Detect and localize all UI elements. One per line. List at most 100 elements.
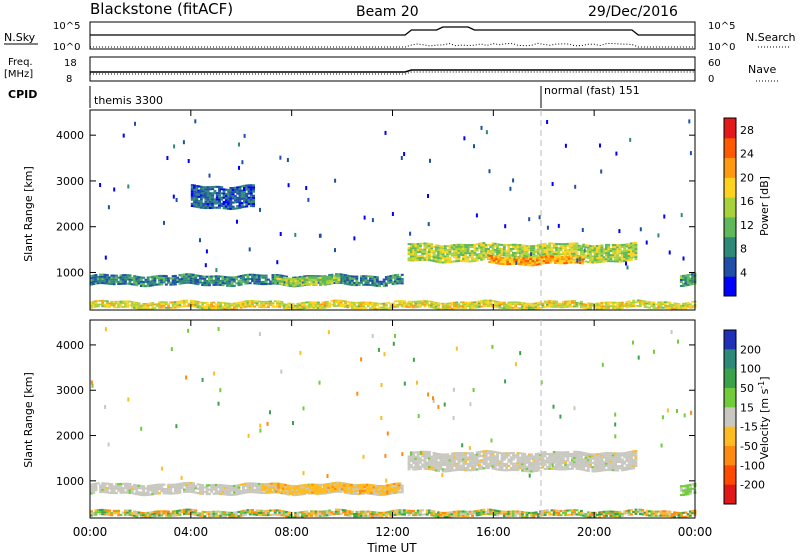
heatmap-cell bbox=[190, 202, 194, 205]
heatmap-cell bbox=[356, 490, 360, 493]
heatmap-cell bbox=[482, 467, 486, 470]
heatmap-cell bbox=[273, 300, 277, 303]
heatmap-cell bbox=[548, 300, 552, 302]
heatmap-cell bbox=[471, 460, 474, 463]
heatmap-cell bbox=[536, 303, 540, 306]
heatmap-cell bbox=[245, 194, 249, 197]
heatmap-cell bbox=[223, 304, 227, 306]
heatmap-cell bbox=[437, 465, 440, 468]
heatmap-cell bbox=[605, 258, 608, 261]
heatmap-cell bbox=[541, 451, 545, 454]
heatmap-cell bbox=[206, 200, 210, 203]
heatmap-cell bbox=[575, 457, 579, 460]
heatmap-cell bbox=[480, 248, 484, 251]
heatmap-cell bbox=[564, 253, 568, 256]
heatmap-cell bbox=[518, 465, 522, 468]
heatmap-cell bbox=[185, 277, 189, 280]
heatmap-cell bbox=[378, 282, 381, 285]
heatmap-cell bbox=[593, 455, 597, 458]
heatmap-cell bbox=[294, 278, 298, 281]
heatmap-cell bbox=[242, 278, 245, 281]
heatmap-cell bbox=[310, 275, 313, 278]
heatmap-cell bbox=[423, 258, 427, 261]
heatmap-cell bbox=[586, 455, 590, 458]
heatmap-cell bbox=[688, 273, 692, 276]
heatmap-cell bbox=[453, 301, 456, 304]
heatmap-cell bbox=[232, 308, 236, 310]
heatmap-cell bbox=[473, 460, 477, 463]
heatmap-cell bbox=[502, 250, 506, 253]
heatmap-cell bbox=[593, 470, 597, 473]
heatmap-cell bbox=[315, 487, 319, 490]
heatmap-cell bbox=[412, 466, 416, 469]
heatmap-cell bbox=[239, 483, 243, 486]
heatmap-cell bbox=[108, 278, 112, 281]
heatmap-cell bbox=[397, 486, 401, 489]
heatmap-cell bbox=[248, 509, 252, 512]
heatmap-cell bbox=[498, 253, 502, 256]
heatmap-cell bbox=[133, 283, 136, 286]
heatmap-cell bbox=[625, 245, 629, 248]
heatmap-cell bbox=[428, 244, 431, 247]
heatmap-cell bbox=[185, 301, 189, 304]
heatmap-cell bbox=[369, 303, 372, 306]
heatmap-cell bbox=[378, 284, 381, 287]
heatmap-cell bbox=[205, 490, 209, 493]
colorbar-tick-label: 20 bbox=[740, 171, 754, 184]
heatmap-cell bbox=[271, 513, 275, 516]
heatmap-cell bbox=[319, 303, 322, 306]
heatmap-cell bbox=[416, 245, 420, 247]
heatmap-cell bbox=[206, 196, 210, 199]
heatmap-cell bbox=[632, 465, 636, 468]
heatmap-cell bbox=[251, 513, 254, 516]
heatmap-cell bbox=[576, 257, 580, 260]
heatmap-cell bbox=[176, 491, 180, 495]
heatmap-cell bbox=[582, 462, 586, 465]
heatmap-cell bbox=[319, 283, 323, 286]
heatmap-cell bbox=[133, 303, 136, 306]
heatmap-cell bbox=[130, 283, 134, 286]
heatmap-cell bbox=[305, 276, 309, 279]
heatmap-cell bbox=[237, 305, 241, 308]
heatmap-cell bbox=[388, 483, 392, 486]
heatmap-cell bbox=[296, 284, 300, 287]
heatmap-cell bbox=[609, 301, 613, 304]
heatmap-cell bbox=[496, 464, 499, 467]
heatmap-cell bbox=[320, 483, 324, 486]
heatmap-cell bbox=[482, 248, 486, 251]
heatmap-cell bbox=[329, 490, 333, 493]
heatmap-cell bbox=[557, 468, 561, 471]
heatmap-cell bbox=[219, 486, 223, 489]
heatmap-cell bbox=[269, 304, 273, 306]
heatmap-cell bbox=[595, 302, 599, 305]
heatmap-cell bbox=[482, 258, 486, 261]
heatmap-cell bbox=[607, 456, 611, 459]
heatmap-cell bbox=[246, 273, 250, 276]
heatmap-cell bbox=[240, 193, 244, 196]
heatmap-cell bbox=[605, 254, 608, 257]
heatmap-cell bbox=[602, 469, 606, 472]
heatmap-cell bbox=[94, 302, 98, 304]
heatmap-cell bbox=[366, 283, 370, 286]
heatmap-cell bbox=[338, 485, 342, 488]
heatmap-cell bbox=[471, 254, 474, 257]
heatmap-cell bbox=[153, 283, 157, 286]
heatmap-cell bbox=[115, 278, 118, 281]
heatmap-cell bbox=[657, 301, 661, 304]
heatmap-cell bbox=[441, 255, 445, 258]
heatmap-cell bbox=[453, 303, 456, 306]
heatmap-cell bbox=[480, 256, 484, 259]
heatmap-cell bbox=[121, 276, 125, 279]
heatmap-cell bbox=[135, 303, 139, 306]
heatmap-cell bbox=[632, 252, 636, 255]
heatmap-cell bbox=[142, 494, 146, 497]
heatmap-cell bbox=[206, 194, 210, 197]
heatmap-cell bbox=[290, 489, 294, 492]
heatmap-cell bbox=[235, 306, 239, 308]
heatmap-cell bbox=[491, 461, 495, 464]
heatmap-cell bbox=[504, 224, 507, 229]
heatmap-cell bbox=[478, 244, 481, 247]
heatmap-cell bbox=[117, 302, 121, 305]
heatmap-cell bbox=[146, 276, 150, 279]
heatmap-cell bbox=[523, 248, 527, 251]
